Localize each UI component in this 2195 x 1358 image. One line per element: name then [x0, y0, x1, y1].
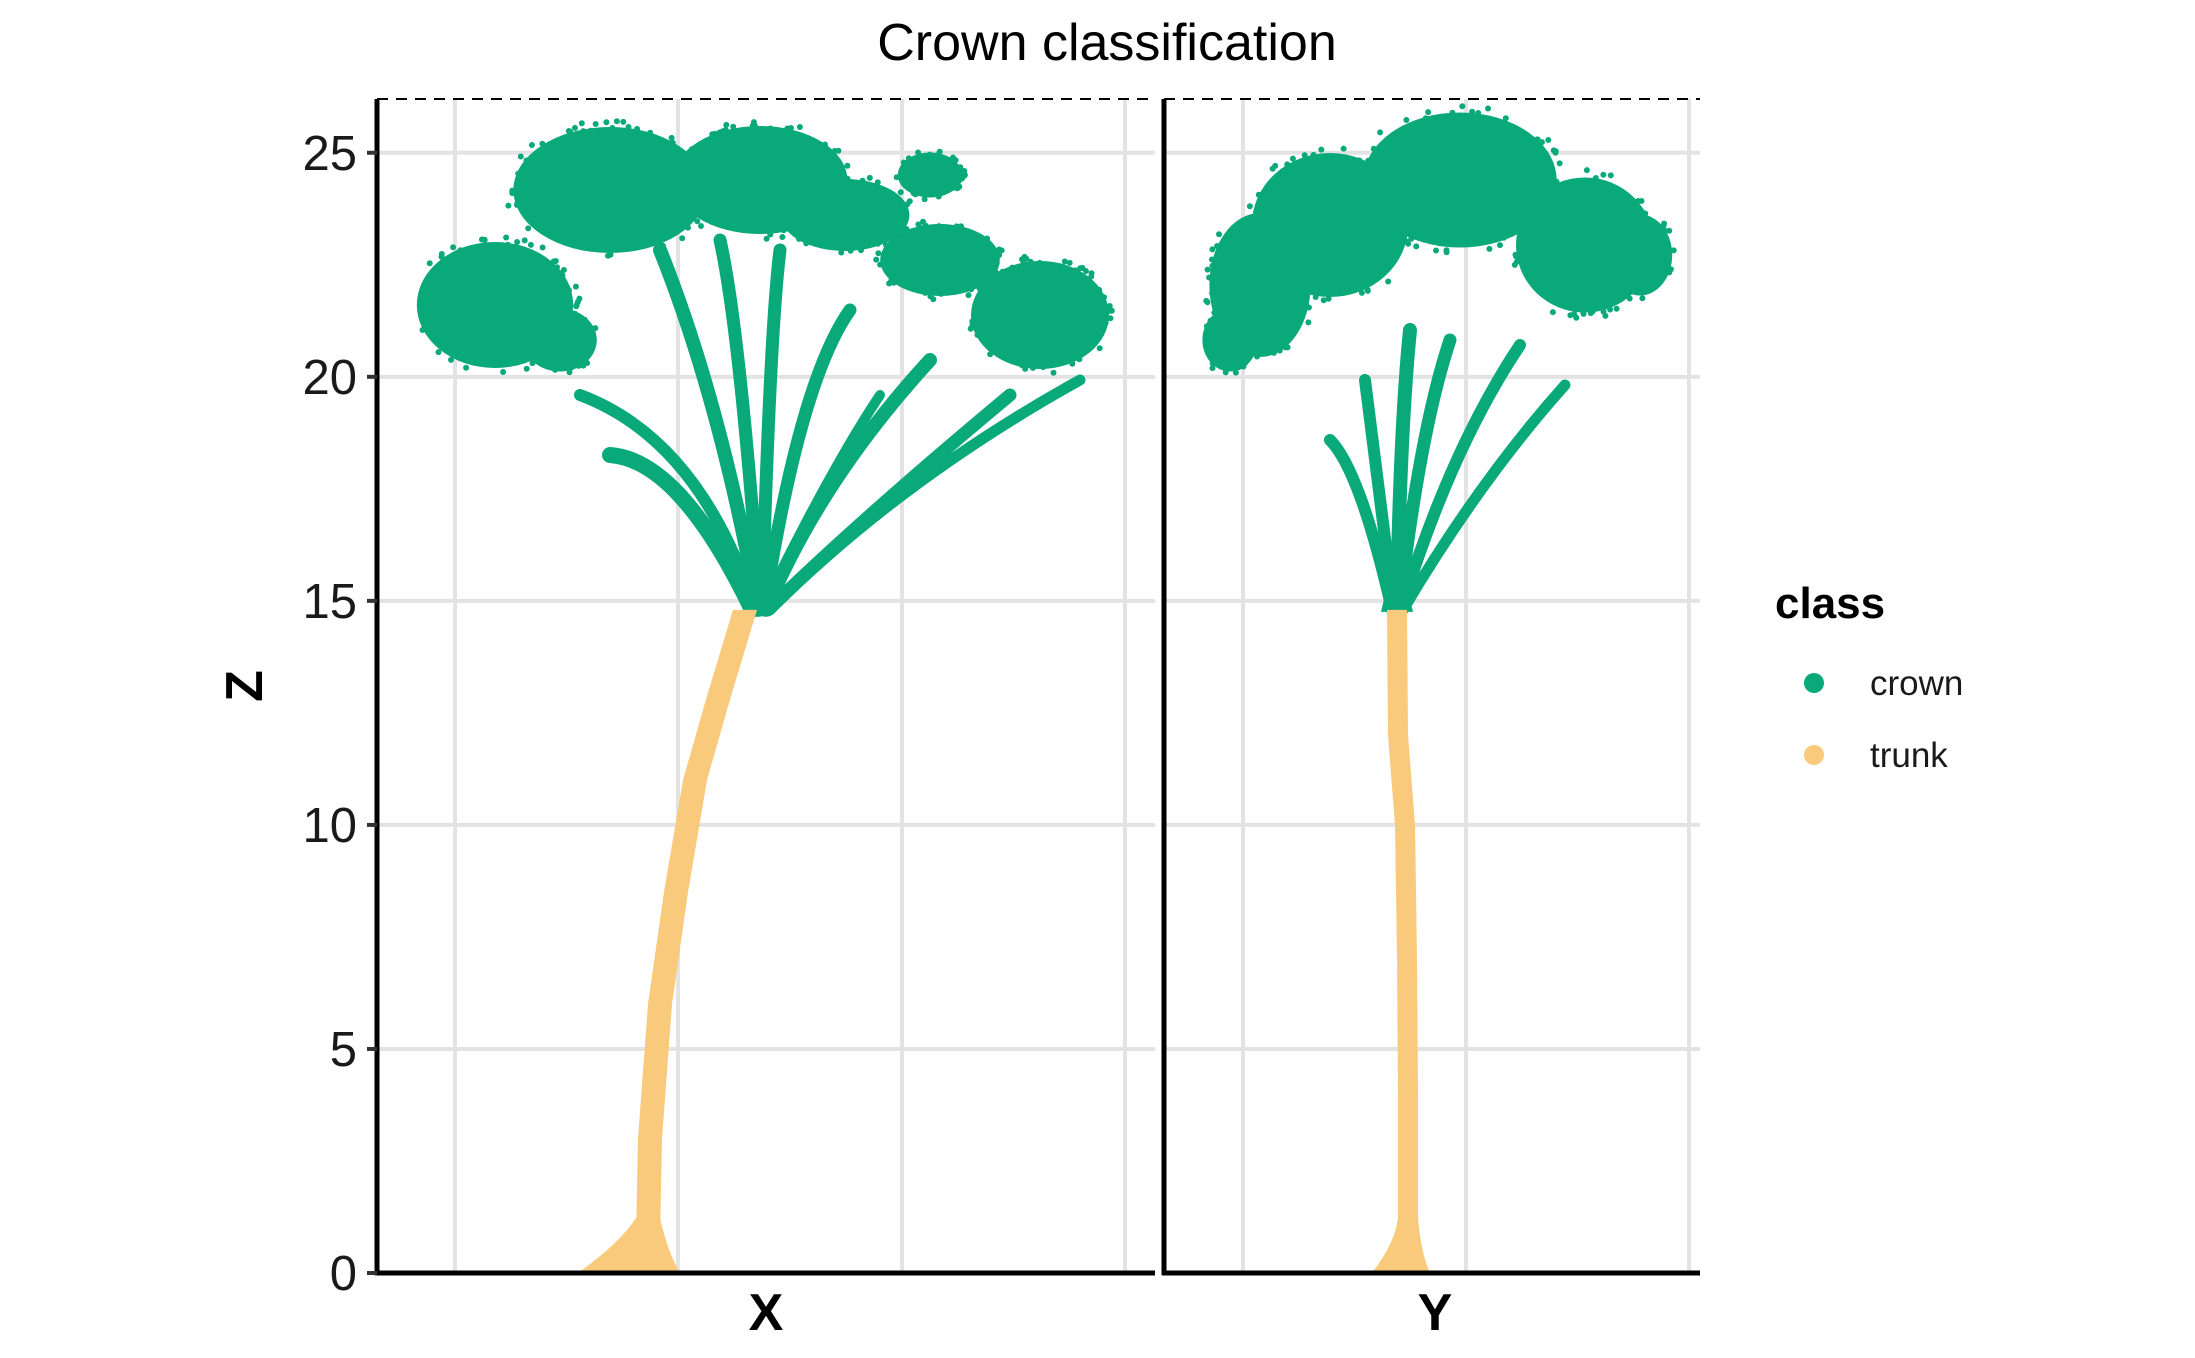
crown-branch: [1397, 379, 1571, 616]
trunk-points: [1387, 609, 1418, 1238]
y-axis: 0 5 10 15 20 25: [302, 127, 377, 1301]
crown-branches: [1324, 323, 1571, 617]
trunk-base: [1372, 1218, 1430, 1273]
crown-branch: [602, 447, 760, 618]
trunk-base: [578, 1218, 680, 1273]
crown-base: [743, 569, 775, 612]
legend-title: class: [1775, 579, 1885, 628]
crown-branch: [574, 389, 761, 616]
trunk-points: [636, 609, 757, 1238]
legend-label-crown: crown: [1870, 664, 1963, 703]
crown-branch: [755, 243, 787, 617]
crown-branch: [1390, 323, 1417, 617]
y-tick-label: 25: [302, 127, 357, 181]
crown-branches: [574, 233, 1086, 618]
legend-label-trunk: trunk: [1870, 736, 1948, 775]
legend-swatch-crown: [1804, 673, 1824, 693]
crown-branch: [764, 374, 1086, 616]
crown-branch: [1359, 374, 1400, 616]
crown-foliage: [1607, 214, 1673, 296]
y-tick-label: 15: [302, 575, 357, 629]
panel-y: [1161, 98, 1700, 1276]
y-tick-label: 5: [330, 1023, 357, 1077]
y-axis-title: Z: [216, 670, 274, 702]
y-tick-label: 0: [330, 1247, 357, 1301]
y-panel-axis-title: Y: [1418, 1284, 1453, 1342]
crown-foliage: [1202, 308, 1258, 372]
chart-title: Crown classification: [877, 14, 1337, 72]
crown-points: [416, 118, 1115, 376]
crown-branch: [757, 390, 885, 615]
crown-points: [1202, 103, 1677, 376]
crown-foliage: [523, 308, 597, 372]
crown-foliage: [880, 224, 1000, 296]
crown-foliage: [971, 261, 1109, 369]
crown-branch: [1395, 339, 1526, 616]
crown-base: [1381, 569, 1413, 612]
crown-foliage: [780, 179, 910, 251]
crown-branch: [1392, 333, 1457, 617]
y-tick-label: 10: [302, 799, 357, 853]
crown-foliage: [513, 127, 707, 253]
legend-swatch-trunk: [1804, 745, 1824, 765]
crown-branch: [757, 303, 857, 617]
legend: class crown trunk: [1775, 579, 1963, 775]
crown-foliage: [1363, 112, 1557, 248]
crown-branch: [653, 243, 765, 617]
x-axis-title: X: [749, 1284, 784, 1342]
y-tick-label: 20: [302, 351, 357, 405]
crown-branch: [713, 233, 767, 617]
panel-x: [374, 98, 1155, 1276]
crown-foliage: [897, 152, 963, 198]
